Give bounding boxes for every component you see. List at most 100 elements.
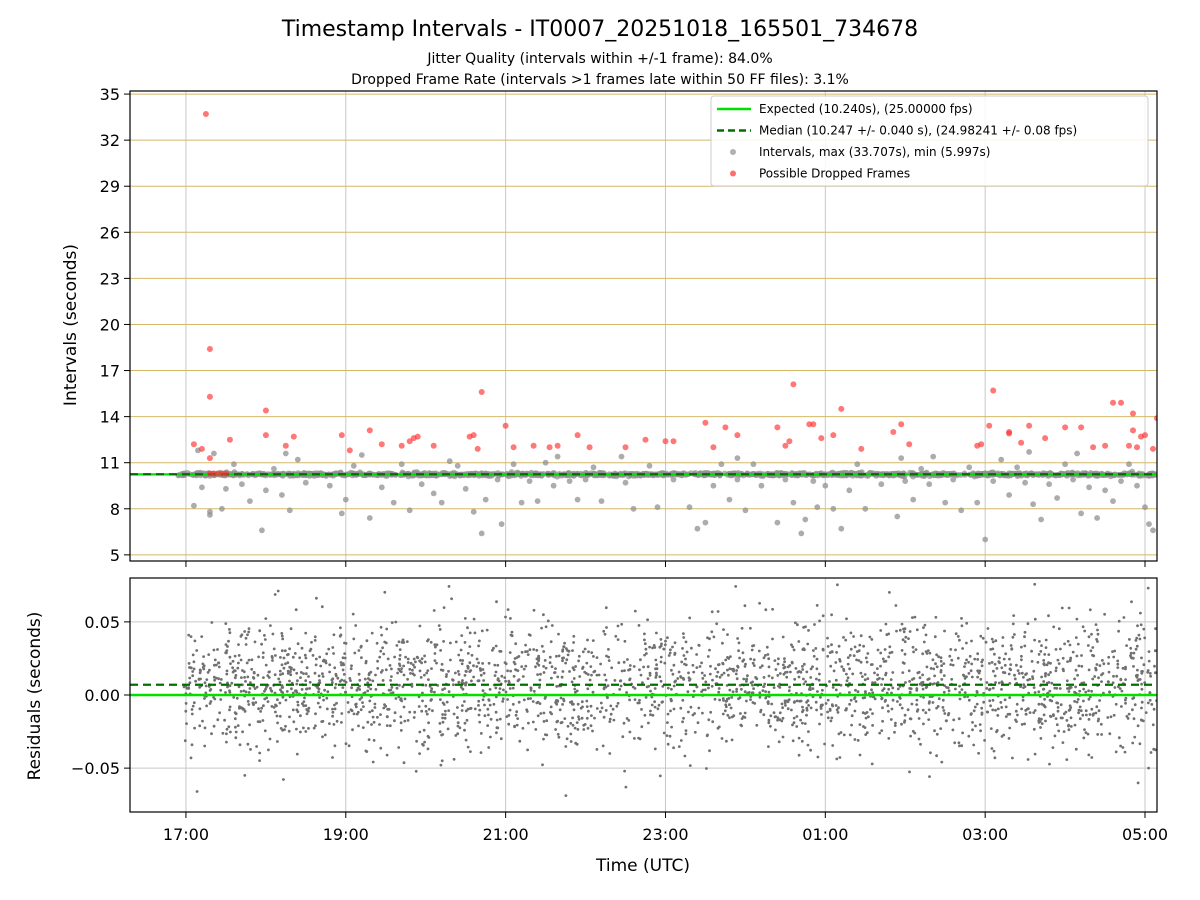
- residual-point: [737, 641, 741, 645]
- residual-point: [366, 677, 370, 680]
- residual-point: [797, 675, 801, 679]
- residual-point: [910, 702, 914, 706]
- residual-point: [1085, 713, 1088, 717]
- residual-point: [296, 703, 300, 707]
- residual-point: [346, 701, 350, 704]
- residual-point: [1061, 741, 1065, 744]
- residual-point: [390, 675, 393, 678]
- residual-point: [640, 725, 644, 729]
- residual-point: [717, 687, 721, 690]
- residual-point: [665, 734, 669, 737]
- residual-point: [708, 637, 711, 641]
- residual-point: [797, 736, 801, 740]
- residual-point: [960, 688, 964, 691]
- residual-point: [542, 737, 545, 741]
- residual-point: [904, 681, 907, 684]
- residual-point: [1051, 746, 1055, 749]
- residual-point: [194, 679, 198, 683]
- residual-point: [623, 769, 626, 773]
- residual-point: [228, 628, 231, 631]
- residual-point: [691, 663, 695, 667]
- residual-point: [402, 761, 406, 765]
- residual-point: [1086, 732, 1090, 736]
- residual-point: [301, 702, 304, 706]
- residual-point: [422, 728, 426, 732]
- residual-point: [1000, 666, 1004, 670]
- residual-point: [1121, 746, 1125, 749]
- residual-point: [379, 649, 383, 653]
- residual-point: [589, 665, 593, 668]
- residual-point: [645, 685, 649, 689]
- residual-point: [661, 700, 664, 704]
- residual-point: [360, 656, 363, 660]
- residual-point: [649, 709, 652, 713]
- residual-point: [1007, 737, 1011, 740]
- residual-point: [402, 664, 405, 668]
- residual-point: [368, 699, 372, 703]
- residual-point: [1088, 608, 1092, 612]
- residual-point: [478, 639, 481, 643]
- residual-point: [835, 708, 839, 712]
- residual-point: [760, 664, 764, 668]
- residual-point: [452, 683, 455, 687]
- residual-point: [205, 678, 209, 681]
- residual-point: [923, 623, 927, 627]
- residual-point: [746, 691, 750, 695]
- residual-point: [672, 707, 676, 711]
- residual-point: [357, 649, 361, 652]
- residual-point: [1068, 643, 1072, 647]
- residual-point: [363, 677, 367, 681]
- residual-point: [493, 663, 497, 667]
- dropped-frame-point: [818, 435, 825, 442]
- residual-point: [1032, 669, 1036, 673]
- residual-point: [616, 638, 620, 641]
- residual-point: [1091, 677, 1095, 681]
- residual-point: [522, 667, 526, 671]
- residual-point: [463, 721, 467, 725]
- residual-point: [185, 722, 188, 725]
- residual-point: [307, 675, 310, 678]
- residual-point: [442, 606, 446, 609]
- residual-point: [507, 722, 511, 726]
- residual-point: [957, 717, 961, 721]
- residual-point: [1077, 664, 1081, 668]
- residual-point: [443, 687, 447, 690]
- residual-point: [1063, 642, 1066, 646]
- residual-point: [195, 790, 199, 793]
- residual-point: [515, 710, 519, 714]
- residual-point: [891, 698, 895, 702]
- residual-point: [828, 680, 831, 683]
- residual-point: [1067, 723, 1070, 727]
- residual-point: [358, 678, 362, 682]
- residual-point: [1043, 705, 1047, 709]
- residual-point: [201, 719, 204, 723]
- residual-point: [830, 703, 834, 707]
- residual-point: [873, 681, 877, 684]
- residual-point: [851, 672, 855, 676]
- residual-point: [350, 709, 354, 713]
- interval-point: [758, 482, 765, 489]
- residual-point: [1111, 681, 1115, 685]
- residual-point: [234, 736, 238, 740]
- residual-point: [225, 669, 229, 673]
- residual-point: [327, 647, 331, 651]
- residual-point: [300, 688, 304, 691]
- residual-point: [991, 640, 995, 644]
- dropped-frame-point: [1142, 432, 1148, 439]
- residual-point: [191, 704, 195, 708]
- residual-point: [991, 708, 995, 712]
- residual-point: [300, 646, 304, 650]
- residual-point: [400, 667, 403, 670]
- residual-point: [624, 785, 628, 789]
- residual-point: [1140, 706, 1143, 710]
- residual-point: [1037, 690, 1041, 694]
- residual-point: [646, 618, 649, 622]
- residual-point: [859, 660, 863, 664]
- residual-point: [423, 740, 426, 744]
- residual-point: [378, 723, 381, 726]
- residual-point: [1013, 633, 1016, 636]
- residual-point: [549, 640, 553, 644]
- residual-point: [441, 733, 445, 736]
- residual-point: [755, 723, 759, 727]
- residual-point: [399, 698, 402, 702]
